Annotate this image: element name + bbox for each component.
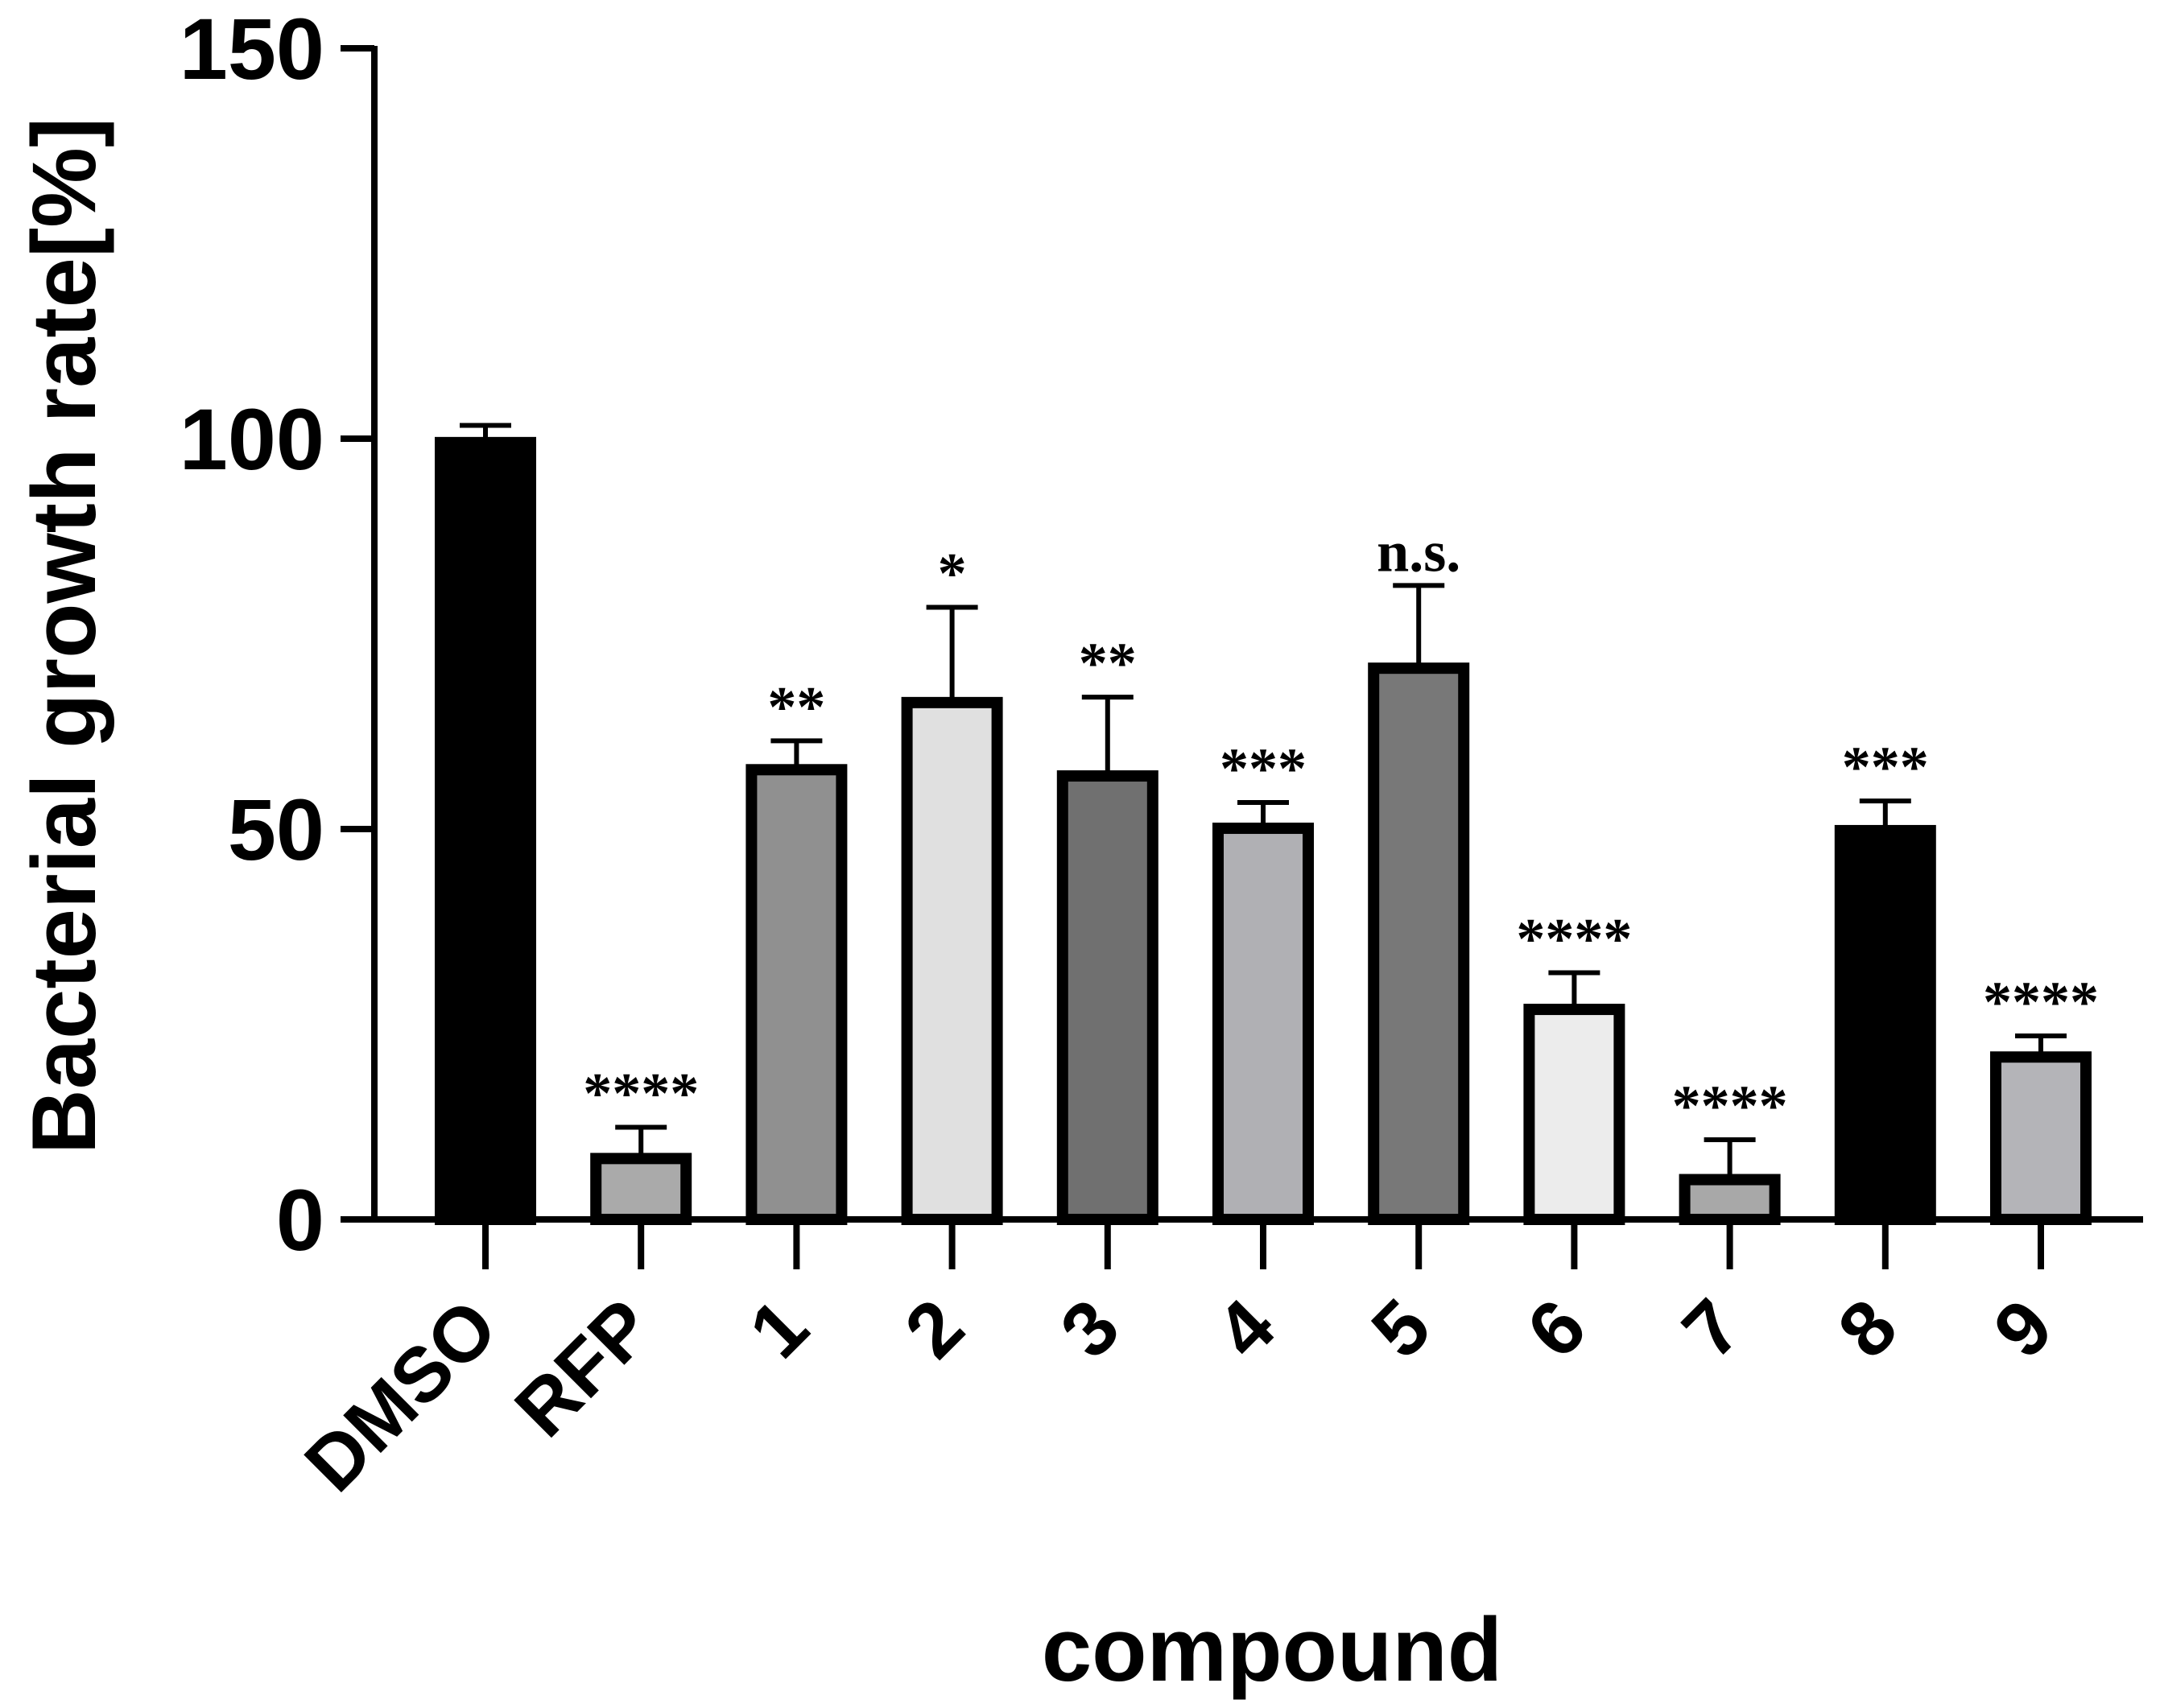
significance-label: **** [1672, 1074, 1788, 1138]
bar [435, 436, 536, 1225]
x-tick-label: 5 [1356, 1283, 1447, 1374]
x-tick-label: 6 [1511, 1283, 1602, 1374]
y-axis-title: Bacterial growth rate[%] [14, 118, 114, 1154]
x-axis-title: compound [1042, 1599, 1502, 1700]
bar [1679, 1174, 1781, 1226]
x-tick-label: 9 [1977, 1283, 2068, 1374]
bar [1523, 1004, 1625, 1225]
bar [1056, 770, 1158, 1225]
x-tick-label: 4 [1200, 1283, 1291, 1374]
x-tick-label: DMSO [289, 1283, 514, 1508]
x-tick-label: 2 [889, 1283, 980, 1374]
bar [901, 696, 1003, 1225]
significance-annotations: ************n.s.*************** [583, 519, 2099, 1138]
significance-label: **** [583, 1062, 699, 1126]
bar [1990, 1051, 2092, 1225]
x-tick-label: 3 [1044, 1283, 1135, 1374]
x-tick-label: 7 [1666, 1283, 1757, 1374]
bar [1368, 662, 1470, 1225]
y-ticks: 0 50 100 150 [180, 0, 374, 1269]
x-tick-label: RFP [499, 1283, 669, 1453]
bar [590, 1153, 692, 1225]
significance-label: **** [1983, 970, 2099, 1034]
significance-label: *** [1220, 736, 1307, 801]
bar [745, 764, 848, 1225]
bar [1834, 824, 1936, 1225]
y-tick-label: 150 [180, 0, 324, 97]
axes-layer [371, 46, 2143, 1223]
significance-label: ** [1079, 631, 1137, 695]
y-tick-label: 50 [228, 781, 324, 878]
significance-label: * [938, 542, 967, 606]
significance-label: **** [1516, 906, 1632, 971]
y-tick-label: 100 [180, 390, 324, 488]
significance-label: n.s. [1377, 519, 1460, 584]
bar [1212, 823, 1314, 1226]
x-tick-label: 8 [1822, 1283, 1913, 1374]
y-tick-label: 0 [276, 1171, 324, 1269]
significance-label: *** [1842, 735, 1929, 799]
x-tick-label: 1 [733, 1283, 824, 1374]
significance-label: ** [767, 675, 825, 739]
